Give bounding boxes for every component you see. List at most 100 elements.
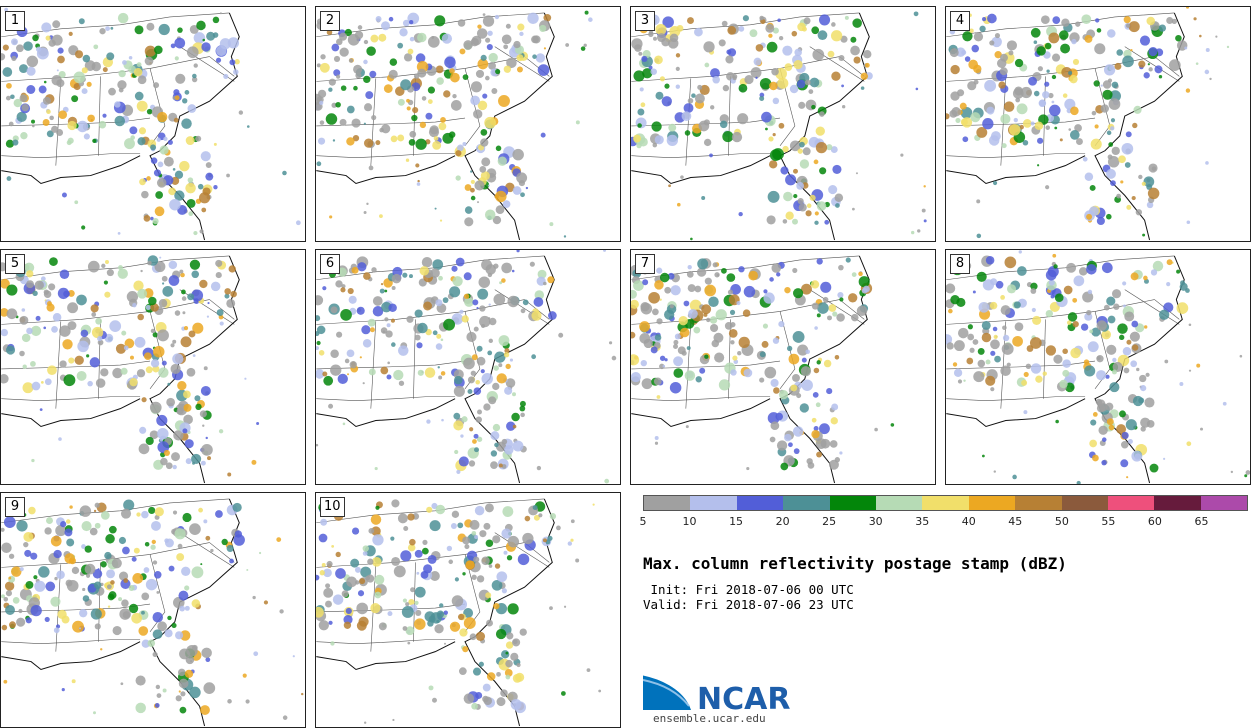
reflectivity-cell — [390, 135, 398, 143]
reflectivity-cell — [120, 508, 132, 519]
reflectivity-cell — [319, 100, 324, 105]
reflectivity-cell — [1125, 23, 1131, 28]
reflectivity-cell — [67, 120, 77, 131]
reflectivity-cell — [282, 715, 288, 720]
reflectivity-cell — [89, 527, 98, 536]
reflectivity-cell — [402, 19, 410, 27]
reflectivity-cell — [357, 590, 365, 597]
reflectivity-cell — [128, 55, 133, 60]
reflectivity-cell — [132, 303, 137, 308]
reflectivity-cell — [210, 281, 221, 292]
reflectivity-cell — [8, 576, 12, 580]
reflectivity-cell — [911, 230, 915, 235]
reflectivity-cell — [1132, 344, 1139, 351]
reflectivity-cell — [493, 365, 499, 371]
reflectivity-cell — [453, 420, 464, 431]
reflectivity-cell — [332, 139, 336, 142]
reflectivity-cell — [234, 530, 243, 538]
state-boundary — [55, 78, 62, 166]
reflectivity-cell — [46, 109, 51, 114]
reflectivity-cell — [1018, 250, 1022, 254]
reflectivity-cell — [448, 559, 454, 565]
reflectivity-cell — [477, 201, 480, 204]
reflectivity-cell — [653, 36, 657, 41]
reflectivity-cell — [476, 28, 488, 39]
reflectivity-cell — [410, 587, 416, 593]
reflectivity-cell — [507, 603, 519, 615]
reflectivity-cell — [676, 24, 684, 32]
reflectivity-cell — [1116, 424, 1127, 435]
reflectivity-cell — [836, 313, 845, 322]
reflectivity-cell — [669, 304, 674, 309]
reflectivity-cell — [1158, 309, 1170, 320]
state-boundary — [1154, 56, 1180, 77]
reflectivity-cell — [451, 265, 458, 272]
reflectivity-cell — [1068, 128, 1072, 131]
reflectivity-cell — [64, 528, 73, 537]
reflectivity-cell — [178, 690, 181, 693]
reflectivity-cell — [1045, 269, 1057, 281]
reflectivity-cell — [803, 17, 811, 25]
reflectivity-cell — [864, 62, 870, 68]
reflectivity-cell — [789, 84, 799, 94]
reflectivity-cell — [970, 112, 981, 123]
reflectivity-cell — [153, 345, 165, 358]
reflectivity-cell — [1004, 256, 1017, 269]
reflectivity-cell — [440, 117, 446, 123]
reflectivity-cell — [1106, 344, 1117, 355]
reflectivity-cell — [978, 301, 990, 313]
reflectivity-cell — [844, 15, 849, 20]
reflectivity-cell — [74, 50, 84, 59]
reflectivity-cell — [687, 98, 694, 104]
reflectivity-cell — [520, 308, 526, 314]
reflectivity-cell — [482, 15, 495, 27]
reflectivity-cell — [519, 31, 524, 37]
reflectivity-cell — [1034, 121, 1044, 131]
colorbar-bin — [736, 496, 784, 510]
reflectivity-cell — [785, 211, 794, 220]
reflectivity-cell — [85, 573, 91, 578]
reflectivity-cell — [1130, 360, 1138, 368]
reflectivity-cell — [1072, 297, 1078, 303]
reflectivity-cell — [414, 586, 426, 598]
reflectivity-cell — [349, 361, 357, 369]
reflectivity-cell — [721, 267, 727, 274]
reflectivity-cell — [704, 62, 710, 68]
reflectivity-cell — [693, 326, 701, 334]
reflectivity-cell — [316, 606, 324, 618]
reflectivity-cell — [1096, 355, 1101, 361]
reflectivity-cell — [969, 28, 974, 34]
reflectivity-cell — [1086, 264, 1097, 275]
reflectivity-cell — [295, 220, 301, 226]
reflectivity-cell — [350, 558, 360, 568]
reflectivity-cell — [403, 526, 409, 531]
reflectivity-cell — [11, 55, 17, 62]
reflectivity-cell — [673, 343, 678, 349]
reflectivity-cell — [496, 571, 508, 583]
reflectivity-cell — [748, 270, 759, 281]
reflectivity-cell — [67, 137, 74, 144]
reflectivity-cell — [174, 95, 180, 101]
reflectivity-cell — [611, 355, 617, 361]
reflectivity-cell — [175, 695, 182, 702]
reflectivity-cell — [964, 56, 971, 62]
reflectivity-cell — [133, 547, 140, 554]
reflectivity-cell — [1110, 118, 1116, 123]
reflectivity-cell — [710, 105, 715, 110]
reflectivity-cell — [363, 721, 367, 724]
reflectivity-cell — [150, 544, 156, 550]
reflectivity-cell — [967, 333, 975, 341]
reflectivity-cell — [226, 173, 230, 178]
reflectivity-cell — [176, 553, 185, 562]
colorbar-bin — [829, 496, 876, 510]
reflectivity-cell — [141, 397, 147, 403]
reflectivity-cell — [1103, 64, 1116, 76]
reflectivity-cell — [1143, 72, 1150, 79]
reflectivity-cell — [759, 92, 765, 98]
reflectivity-cell — [477, 409, 482, 415]
reflectivity-cell — [981, 332, 992, 343]
reflectivity-cell — [67, 302, 79, 314]
reflectivity-cell — [170, 343, 175, 348]
reflectivity-cell — [339, 32, 348, 41]
reflectivity-cell — [24, 549, 32, 557]
